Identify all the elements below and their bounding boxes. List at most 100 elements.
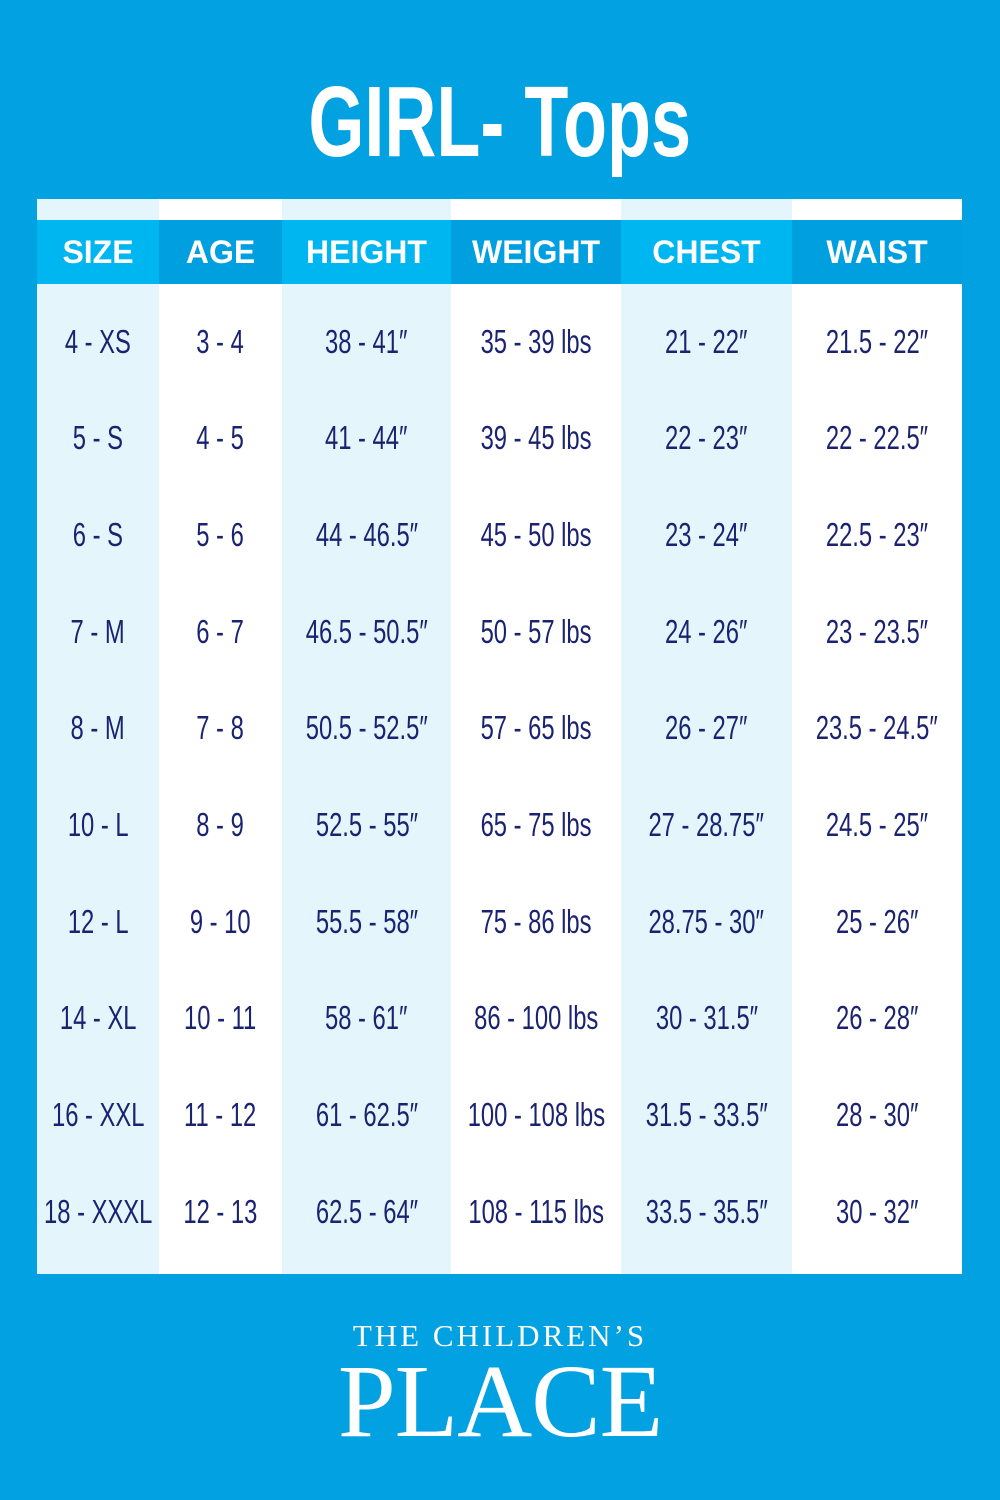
cell-text: 22 - 23″ [665, 419, 748, 457]
cell-text: 14 - XL [59, 999, 137, 1037]
table-cell: 57 - 65 lbs [451, 680, 621, 777]
column-size: SIZE 4 - XS 5 - S 6 - S 7 - M 8 - M 10 - L 12 -… [37, 199, 159, 1274]
table-cell: 38 - 41″ [282, 293, 451, 390]
table-cell: 12 - 13 [159, 1163, 282, 1260]
table-cell: 39 - 45 lbs [451, 390, 621, 487]
cell-text: 35 - 39 lbs [480, 322, 592, 360]
cell-text: 57 - 65 lbs [480, 709, 592, 747]
cell-text: 39 - 45 lbs [480, 419, 592, 457]
cell-text: 75 - 86 lbs [480, 902, 592, 940]
table-cell: 41 - 44″ [282, 390, 451, 487]
cell-text: 50.5 - 52.5″ [305, 709, 428, 747]
table-cell: 24 - 26″ [621, 583, 792, 680]
cell-text: 26 - 27″ [665, 709, 748, 747]
table-cell: 4 - XS [37, 293, 159, 390]
table-cell: 22 - 23″ [621, 390, 792, 487]
table-cell: 23 - 24″ [621, 486, 792, 583]
table-cell: 28.75 - 30″ [621, 873, 792, 970]
table-cell: 44 - 46.5″ [282, 486, 451, 583]
table-cell: 86 - 100 lbs [451, 970, 621, 1067]
table-cell: 58 - 61″ [282, 970, 451, 1067]
table-cell: 23 - 23.5″ [792, 583, 962, 680]
table-cell: 25 - 26″ [792, 873, 962, 970]
table-cell: 23.5 - 24.5″ [792, 680, 962, 777]
column-height: HEIGHT 38 - 41″ 41 - 44″ 44 - 46.5″ 46.5 - 5… [282, 199, 451, 1274]
cell-text: 7 - 8 [196, 709, 245, 747]
cell-text: 24 - 26″ [665, 612, 748, 650]
table-cell: 4 - 5 [159, 390, 282, 487]
table-cell: 27 - 28.75″ [621, 777, 792, 874]
cell-text: 21 - 22″ [665, 322, 748, 360]
brand-logo: THE CHILDREN’S PLACE [0, 1318, 1000, 1454]
table-cell: 26 - 27″ [621, 680, 792, 777]
cell-text: 3 - 4 [196, 322, 245, 360]
column-age: AGE 3 - 4 4 - 5 5 - 6 6 - 7 7 - 8 8 - 9 9 - 10 1… [159, 199, 282, 1274]
cell-text: 25 - 26″ [835, 902, 919, 940]
cell-text: 22 - 22.5″ [825, 419, 929, 457]
cell-text: 8 - 9 [196, 806, 245, 843]
table-cell: 22 - 22.5″ [792, 390, 962, 487]
table-cell: 24.5 - 25″ [792, 777, 962, 874]
cell-text: 23.5 - 24.5″ [815, 709, 939, 747]
table-cell: 21 - 22″ [621, 293, 792, 390]
cell-text: 86 - 100 lbs [473, 999, 599, 1037]
table-cell: 10 - L [37, 777, 159, 874]
table-cell: 21.5 - 22″ [792, 293, 962, 390]
table-cell: 50 - 57 lbs [451, 583, 621, 680]
cell-text: 31.5 - 33.5″ [645, 1096, 768, 1134]
table-cell: 10 - 11 [159, 970, 282, 1067]
cell-text: 30 - 31.5″ [655, 999, 758, 1037]
cell-text: 27 - 28.75″ [648, 806, 765, 843]
table-cell: 16 - XXL [37, 1067, 159, 1164]
table-cell: 18 - XXXL [37, 1163, 159, 1260]
cell-text: 108 - 115 lbs [468, 1192, 604, 1230]
table-cell: 8 - M [37, 680, 159, 777]
cell-text: 9 - 10 [190, 902, 251, 940]
cell-text: 4 - 5 [196, 419, 245, 457]
cell-text: 58 - 61″ [325, 999, 408, 1037]
logo-line-1: THE CHILDREN’S [352, 1318, 648, 1353]
cell-text: 44 - 46.5″ [315, 515, 418, 553]
table-cell: 52.5 - 55″ [282, 777, 451, 874]
table-cell: 55.5 - 58″ [282, 873, 451, 970]
column-header: CHEST [621, 220, 792, 284]
cell-text: 8 - M [70, 709, 126, 747]
table-cell: 65 - 75 lbs [451, 777, 621, 874]
column-header: HEIGHT [282, 220, 451, 284]
cell-text: 18 - XXXL [43, 1192, 153, 1230]
cell-text: 12 - 13 [183, 1192, 258, 1230]
table-cell: 22.5 - 23″ [792, 486, 962, 583]
cell-text: 30 - 32″ [835, 1192, 919, 1230]
column-header: AGE [159, 220, 282, 284]
cell-text: 65 - 75 lbs [480, 806, 592, 843]
table-cell: 30 - 31.5″ [621, 970, 792, 1067]
cell-text: 45 - 50 lbs [480, 515, 592, 553]
cell-text: 23 - 23.5″ [825, 612, 929, 650]
column-header: WAIST [792, 220, 962, 284]
table-cell: 100 - 108 lbs [451, 1067, 621, 1164]
table-cell: 45 - 50 lbs [451, 486, 621, 583]
table-cell: 50.5 - 52.5″ [282, 680, 451, 777]
cell-text: 28 - 30″ [835, 1096, 919, 1134]
cell-text: 33.5 - 35.5″ [645, 1192, 768, 1230]
table-cell: 75 - 86 lbs [451, 873, 621, 970]
cell-text: 16 - XXL [51, 1096, 145, 1134]
page-title: GIRL- Tops [308, 66, 692, 178]
cell-text: 4 - XS [64, 322, 132, 360]
table-cell: 11 - 12 [159, 1067, 282, 1164]
size-chart-table: SIZE 4 - XS 5 - S 6 - S 7 - M 8 - M 10 - L 12 -… [37, 199, 962, 1274]
table-cell: 108 - 115 lbs [451, 1163, 621, 1260]
table-cell: 62.5 - 64″ [282, 1163, 451, 1260]
table-cell: 3 - 4 [159, 293, 282, 390]
cell-text: 21.5 - 22″ [825, 322, 929, 360]
table-cell: 31.5 - 33.5″ [621, 1067, 792, 1164]
cell-text: 5 - 6 [196, 515, 245, 553]
table-cell: 5 - S [37, 390, 159, 487]
table-cell: 8 - 9 [159, 777, 282, 874]
table-cell: 5 - 6 [159, 486, 282, 583]
cell-text: 50 - 57 lbs [480, 612, 592, 650]
cell-text: 12 - L [67, 902, 129, 940]
cell-text: 11 - 12 [184, 1096, 257, 1134]
cell-text: 7 - M [70, 612, 126, 650]
table-cell: 61 - 62.5″ [282, 1067, 451, 1164]
